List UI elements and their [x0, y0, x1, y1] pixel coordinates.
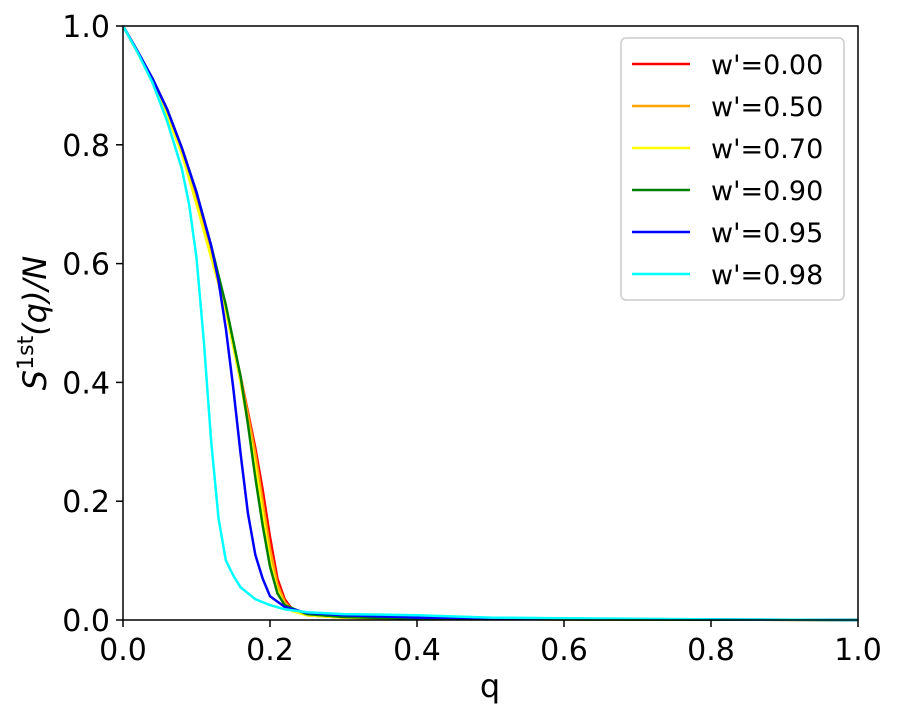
y-tick-label: 1.0	[62, 10, 110, 45]
plot-frame	[122, 25, 859, 621]
y-tick-label: 0.2	[62, 485, 110, 520]
x-tick-label: 0.4	[393, 633, 441, 668]
legend-label: w'=0.50	[711, 92, 823, 123]
y-axis-label-sup: 1st	[14, 335, 39, 369]
y-axis-ticks: 0.0 0.2 0.4 0.6 0.8 1.0	[62, 10, 123, 639]
y-axis-label-tail: (q)/N	[16, 256, 54, 336]
y-tick-label: 0.6	[62, 248, 110, 283]
legend: w'=0.00 w'=0.50 w'=0.70 w'=0.90 w'=0.95 w'=0.…	[620, 37, 845, 301]
y-axis-label-base: S	[16, 370, 54, 390]
legend-box	[620, 37, 845, 301]
legend-label: w'=0.70	[711, 134, 823, 165]
legend-label: w'=0.98	[711, 260, 823, 291]
x-tick-label: 0.0	[99, 633, 147, 668]
y-axis-label: S1st(q)/N	[14, 256, 54, 390]
x-tick-label: 0.6	[540, 633, 588, 668]
series-line-4	[121, 25, 859, 622]
x-tick-label: 1.0	[834, 633, 882, 668]
x-axis-label: q	[480, 667, 500, 705]
x-axis-ticks: 0.0 0.2 0.4 0.6 0.8 1.0	[99, 620, 882, 668]
y-tick-label: 0.4	[62, 366, 110, 401]
series-layer	[121, 25, 859, 622]
legend-label: w'=0.00	[711, 50, 823, 81]
x-tick-label: 0.8	[687, 633, 735, 668]
y-tick-label: 0.8	[62, 129, 110, 164]
legend-label: w'=0.95	[711, 218, 823, 249]
y-tick-label: 0.0	[62, 604, 110, 639]
series-line-5	[121, 25, 859, 622]
legend-label: w'=0.90	[711, 176, 823, 207]
x-tick-label: 0.2	[246, 633, 294, 668]
